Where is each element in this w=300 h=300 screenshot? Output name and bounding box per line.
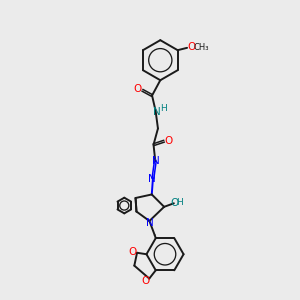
Text: CH₃: CH₃ (193, 43, 209, 52)
Text: H: H (176, 198, 183, 207)
Text: O: O (134, 84, 142, 94)
Text: O: O (170, 198, 178, 208)
Text: O: O (129, 247, 137, 256)
Text: O: O (165, 136, 173, 146)
Text: O: O (142, 277, 150, 286)
Text: N: N (152, 156, 160, 166)
Text: H: H (160, 104, 167, 113)
Text: N: N (146, 218, 154, 228)
Text: N: N (153, 107, 160, 117)
Text: N: N (148, 174, 156, 184)
Text: O: O (187, 42, 195, 52)
